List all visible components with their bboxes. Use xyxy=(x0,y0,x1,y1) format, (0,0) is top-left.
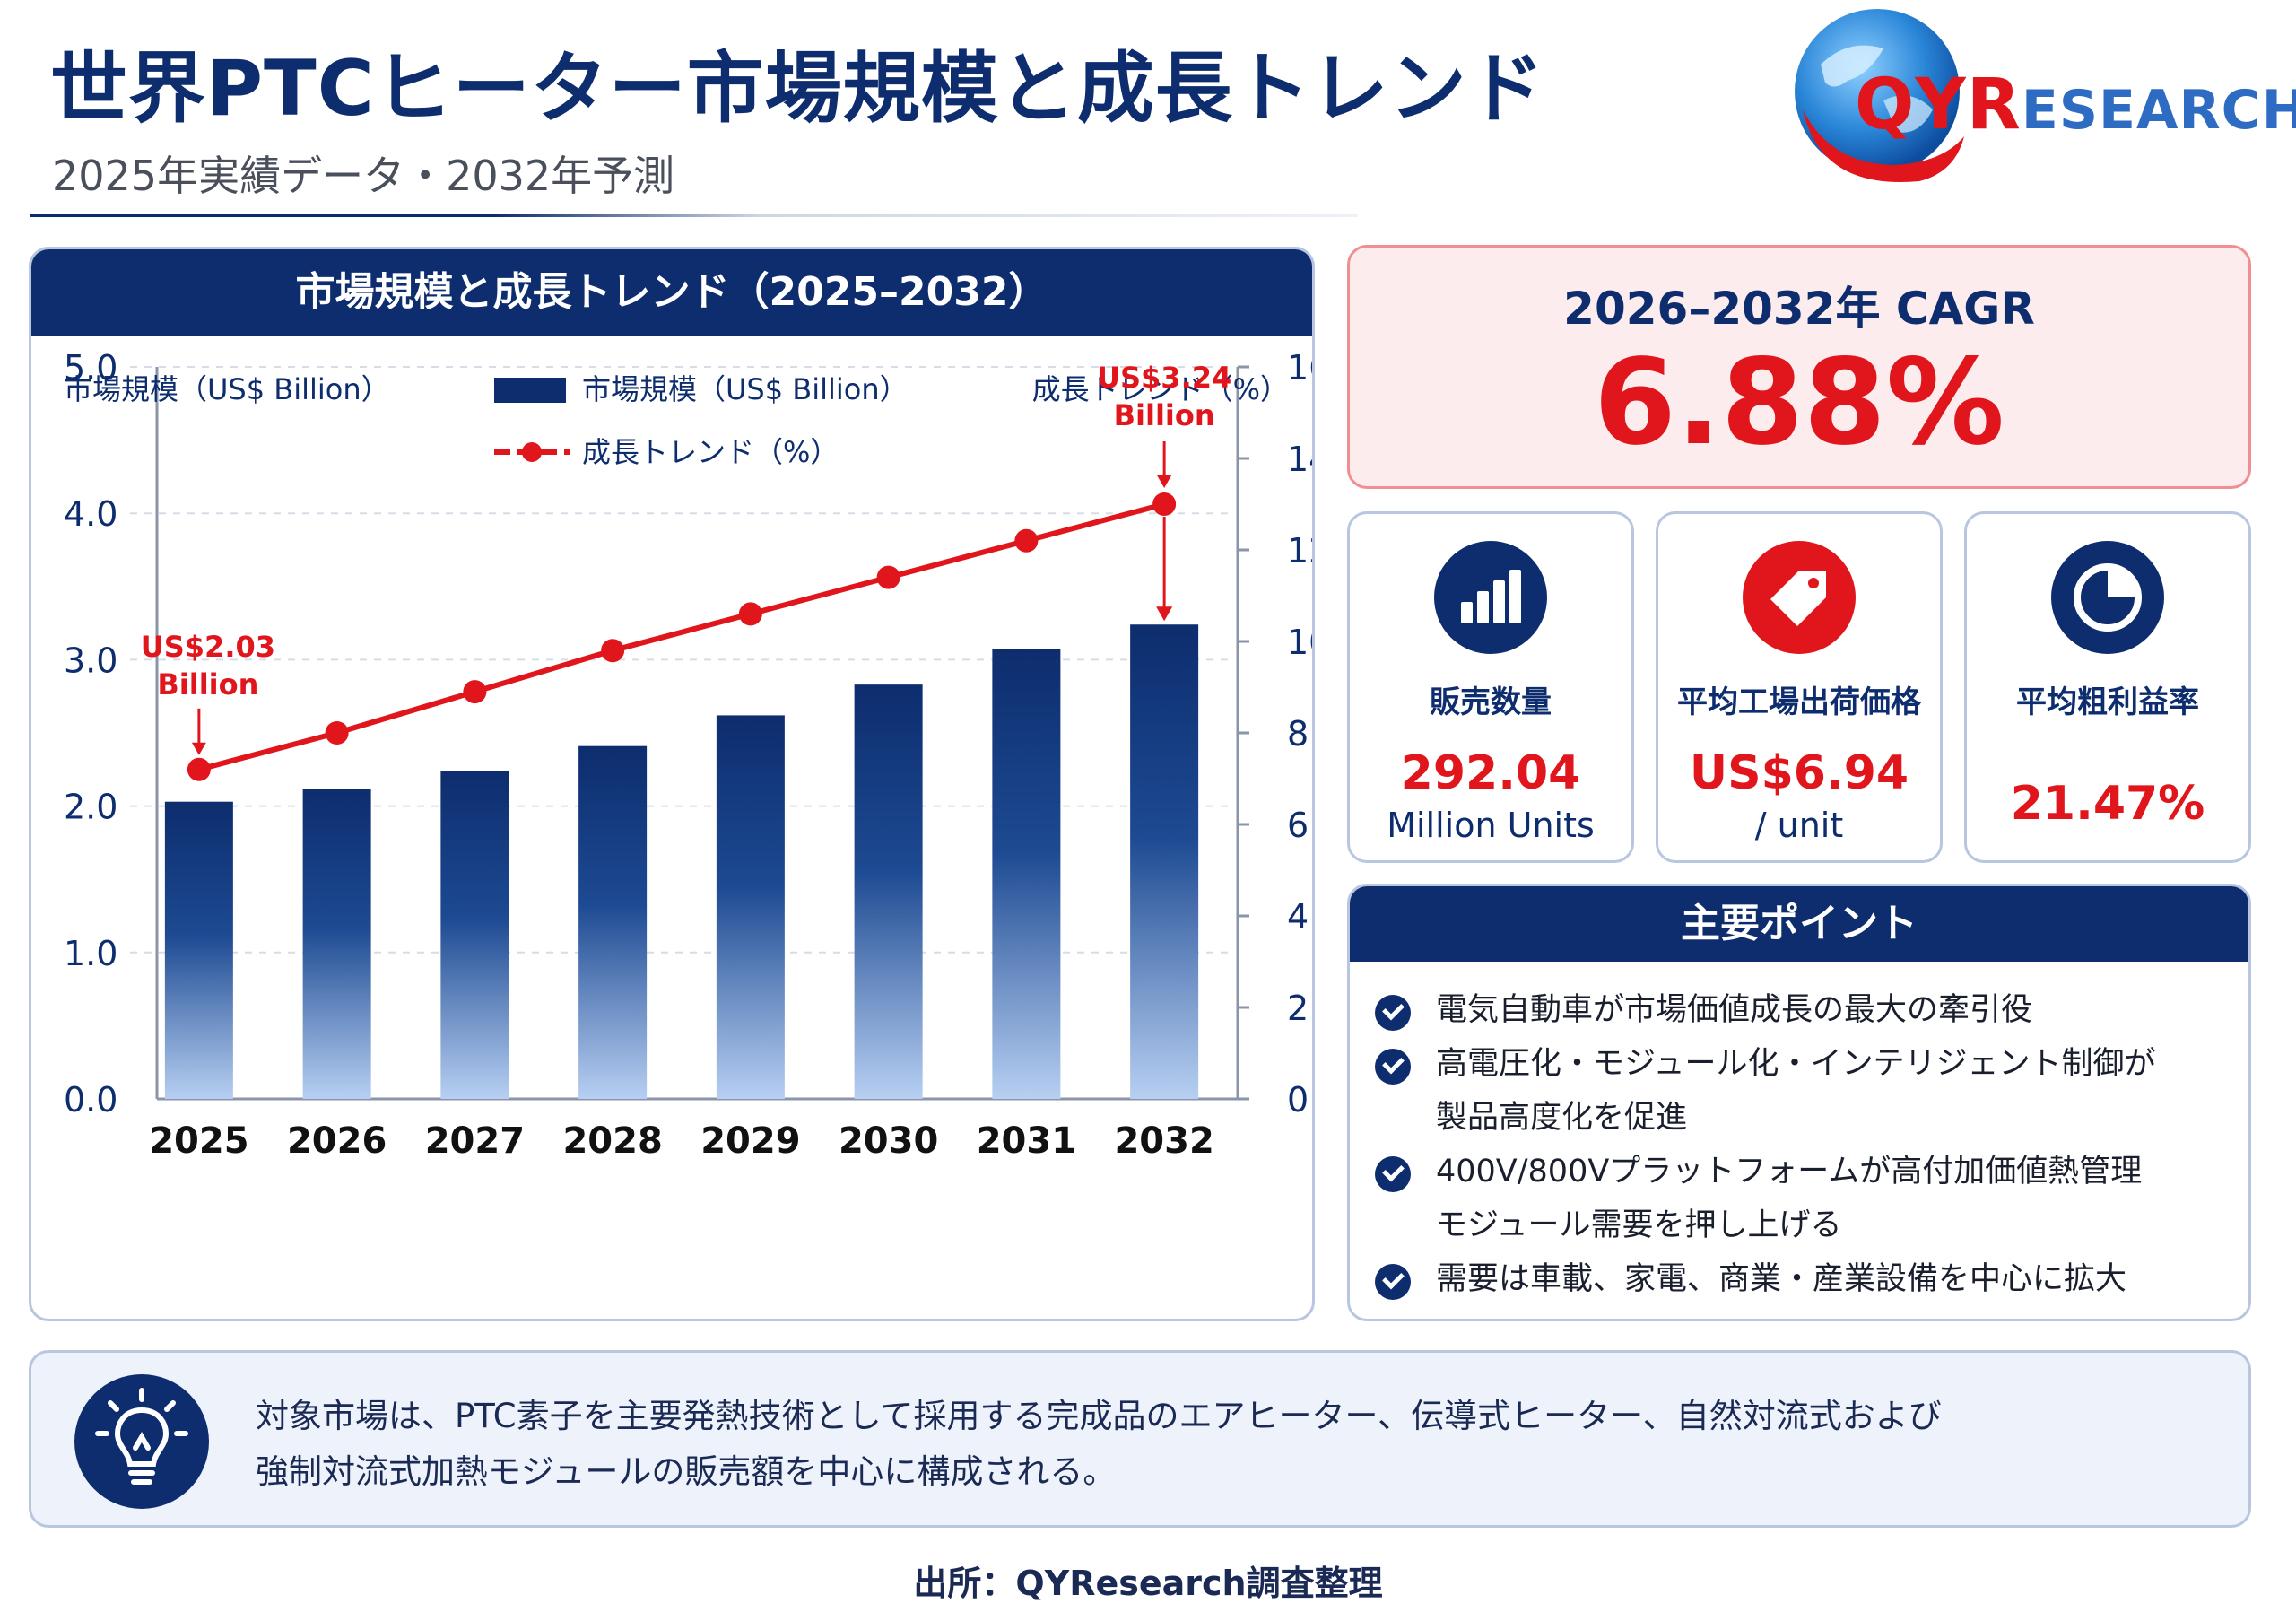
title-divider xyxy=(30,214,1358,217)
check-icon xyxy=(1375,1156,1411,1192)
stat-card-sales-volume: 販売数量 292.04 Million Units xyxy=(1347,511,1634,863)
stat-unit: Million Units xyxy=(1387,806,1595,845)
legend-label-bar: 市場規模（US$ Billion） xyxy=(582,372,909,406)
key-points-panel: 主要ポイント 電気自動車が市場価値成長の最大の牽引役 高電圧化・モジュール化・イ… xyxy=(1347,884,2251,1321)
check-icon xyxy=(1375,1264,1411,1300)
annotation-arrowhead xyxy=(191,742,206,755)
stat-label: 販売数量 xyxy=(1430,684,1552,720)
bar-chart-icon xyxy=(1434,541,1547,654)
x-tick-label: 2029 xyxy=(700,1120,800,1162)
x-tick-label: 2026 xyxy=(287,1120,387,1162)
y-tick-label-right: 16 xyxy=(1287,348,1312,388)
y-tick-label-right: 14 xyxy=(1287,440,1312,479)
stat-label: 平均工場出荷価格 xyxy=(1677,684,1921,720)
cagr-label: 2026–2032年 CAGR xyxy=(1563,283,2035,335)
x-tick-label: 2028 xyxy=(562,1120,662,1162)
y-tick-label-left: 4.0 xyxy=(64,494,117,534)
annotation-label: Billion xyxy=(1114,398,1215,432)
key-points-title: 主要ポイント xyxy=(1350,886,2248,962)
bar xyxy=(992,649,1061,1099)
y-tick-label-left: 3.0 xyxy=(64,641,117,680)
pie-chart-icon xyxy=(2051,541,2164,654)
cagr-card: 2026–2032年 CAGR 6.88% xyxy=(1347,245,2251,489)
growth-trend-point xyxy=(738,602,762,626)
y-axis-title-right: 成長トレンド（%） xyxy=(1032,372,1289,406)
bar xyxy=(578,745,648,1099)
legend-label-line: 成長トレンド（%） xyxy=(582,435,839,469)
scope-note-text: 対象市場は、PTC素子を主要発熱技術として採用する完成品のエアヒーター、伝導式ヒ… xyxy=(256,1389,1942,1500)
annotation-label: US$2.03 xyxy=(141,630,275,664)
legend-swatch-marker xyxy=(522,442,542,462)
price-tag-icon xyxy=(1743,541,1856,654)
stat-card-gross-margin: 平均粗利益率 21.47% xyxy=(1964,511,2251,863)
check-icon xyxy=(1375,1049,1411,1085)
source-citation: 出所：QYResearch調査整理 xyxy=(913,1564,1383,1603)
bar xyxy=(302,789,371,1099)
y-tick-label-right: 4 xyxy=(1287,897,1309,937)
logo-wordmark: QYRESEARCH xyxy=(1855,65,2296,145)
y-tick-label-left: 2.0 xyxy=(64,788,117,827)
stat-unit: / unit xyxy=(1754,806,1844,845)
growth-trend-point xyxy=(876,565,900,589)
x-tick-label: 2031 xyxy=(977,1120,1076,1162)
key-point-item: 需要は車載、家電、商業・産業設備を中心に拡大 xyxy=(1371,1252,2231,1306)
stat-value: US$6.94 xyxy=(1689,746,1909,800)
growth-trend-line xyxy=(198,501,1165,772)
x-tick-label: 2027 xyxy=(425,1120,525,1162)
chart-panel: 市場規模と成長トレンド（2025–2032） 0.0 1.0 2.0 3.0 4.0 5.… xyxy=(29,247,1315,1321)
y-tick-label-right: 6 xyxy=(1287,806,1309,845)
page-title: 世界PTCヒーター市場規模と成長トレンド xyxy=(50,44,1545,134)
key-point-item: 電気自動車が市場価値成長の最大の牽引役 xyxy=(1371,983,2231,1037)
stat-label: 平均粗利益率 xyxy=(2016,684,2199,720)
bar xyxy=(854,684,923,1099)
scope-note-panel: 対象市場は、PTC素子を主要発熱技術として採用する完成品のエアヒーター、伝導式ヒ… xyxy=(29,1350,2251,1528)
key-point-item: 高電圧化・モジュール化・インテリジェント制御が 製品高度化を促進 xyxy=(1371,1037,2231,1145)
x-tick-label: 2025 xyxy=(149,1120,248,1162)
y-tick-label-right: 2 xyxy=(1287,989,1309,1028)
y-tick-label-right: 10 xyxy=(1287,623,1312,662)
check-icon xyxy=(1375,995,1411,1031)
y-tick-label-left: 0.0 xyxy=(64,1080,117,1120)
bar xyxy=(440,771,509,1099)
growth-trend-point xyxy=(463,680,487,704)
bar xyxy=(716,715,785,1099)
stat-value: 21.47% xyxy=(2010,777,2205,831)
x-tick-label: 2032 xyxy=(1114,1120,1213,1162)
y-axis-title-left: 市場規模（US$ Billion） xyxy=(64,372,390,406)
growth-trend-point xyxy=(601,639,625,663)
key-point-item: 400V/800Vプラットフォームが高付加価値熱管理 モジュール需要を押し上げる xyxy=(1371,1145,2231,1252)
market-size-chart: 0.0 1.0 2.0 3.0 4.0 5.0 0 2 4 6 8 10 12 14 16 市場規模（US$ … xyxy=(64,348,1312,1162)
bar xyxy=(164,801,233,1099)
scope-note-line: 強制対流式加熱モジュールの販売額を中心に構成される。 xyxy=(256,1452,1117,1491)
y-tick-label-right: 0 xyxy=(1287,1080,1309,1120)
scope-note-line: 対象市場は、PTC素子を主要発熱技術として採用する完成品のエアヒーター、伝導式ヒ… xyxy=(256,1397,1942,1435)
growth-trend-point xyxy=(187,757,211,781)
globe-arrow-icon xyxy=(1795,9,1964,182)
annotation-label: Billion xyxy=(157,667,258,702)
cagr-value: 6.88% xyxy=(1594,334,2005,472)
bar xyxy=(1130,624,1199,1099)
x-tick-label: 2030 xyxy=(839,1120,938,1162)
y-tick-label-left: 1.0 xyxy=(64,934,117,973)
qyresearch-logo: QYRESEARCH xyxy=(1785,0,2296,206)
y-tick-label-left: 5.0 xyxy=(64,348,117,388)
y-tick-label-right: 12 xyxy=(1287,531,1312,571)
stat-value: 292.04 xyxy=(1400,746,1581,800)
growth-trend-point xyxy=(325,721,349,745)
chart-panel-title: 市場規模と成長トレンド（2025–2032） xyxy=(31,249,1312,336)
annotation-label: US$3.24 xyxy=(1097,361,1231,395)
lightbulb-icon xyxy=(74,1374,209,1509)
growth-trend-point xyxy=(1152,492,1177,516)
legend-swatch-bar xyxy=(494,378,566,403)
stat-card-avg-price: 平均工場出荷価格 US$6.94 / unit xyxy=(1656,511,1943,863)
page-subtitle: 2025年実績データ・2032年予測 xyxy=(52,152,675,200)
annotation-arrowhead xyxy=(1156,606,1173,622)
growth-trend-point xyxy=(1014,528,1039,553)
annotation-arrowhead xyxy=(1157,475,1172,488)
y-tick-label-right: 8 xyxy=(1287,714,1309,754)
